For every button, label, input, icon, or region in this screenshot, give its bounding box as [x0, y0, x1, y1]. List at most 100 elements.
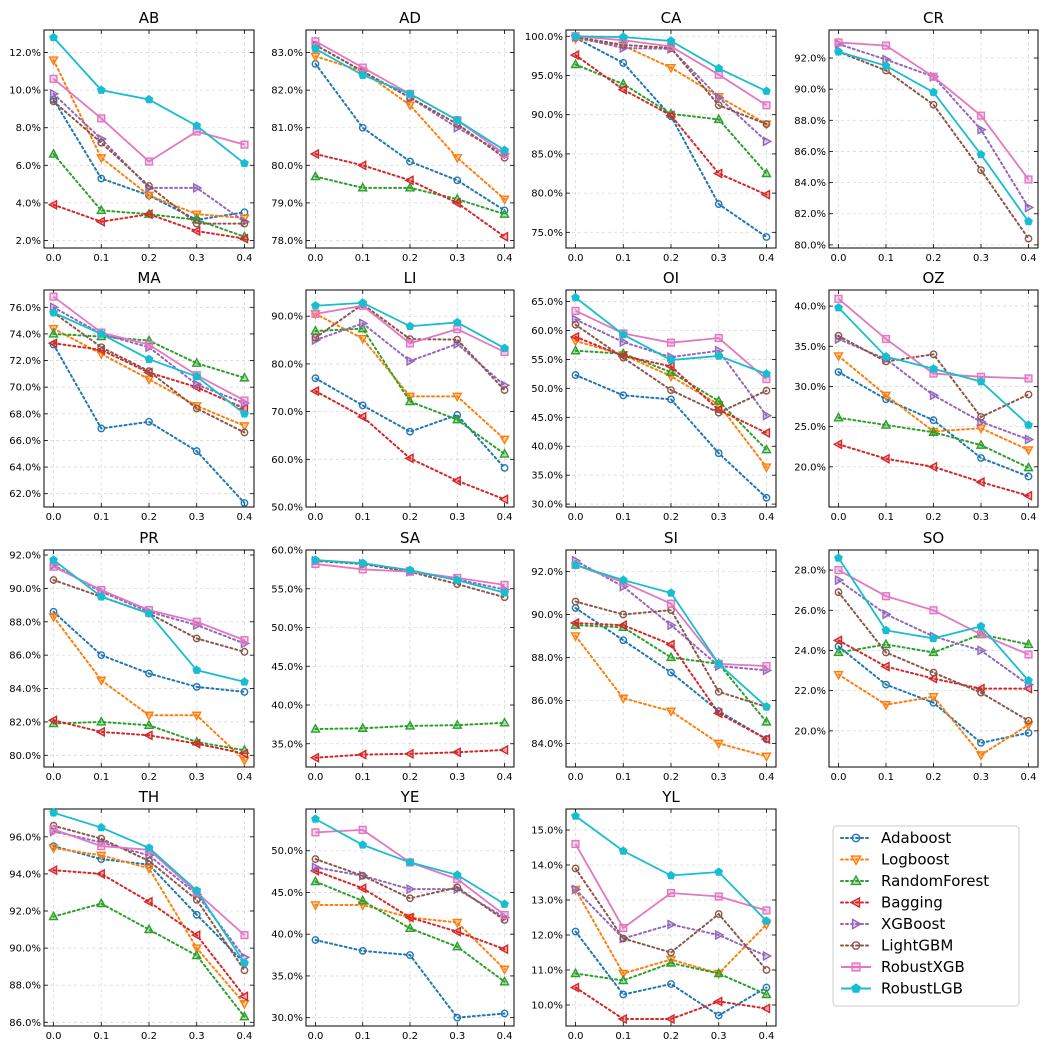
data-point	[452, 940, 463, 951]
series-line	[314, 322, 506, 387]
data-point	[618, 575, 628, 584]
x-tick-label: 0.4	[497, 512, 513, 523]
series-line	[52, 559, 245, 683]
series-line	[52, 343, 246, 505]
data-point	[356, 883, 367, 894]
y-tick-label: 35.0%	[271, 971, 303, 982]
data-point	[97, 114, 106, 123]
data-point	[762, 906, 771, 915]
y-tick-label: 40.0%	[794, 302, 826, 313]
data-point	[1024, 434, 1035, 445]
data-point	[47, 715, 58, 726]
y-tick-label: 90.0%	[9, 584, 41, 595]
data-point	[452, 115, 462, 124]
x-tick-label: 0.0	[568, 772, 584, 783]
data-point	[1024, 675, 1033, 685]
legend-label: RobustXGB	[881, 958, 965, 976]
series-line	[52, 869, 246, 998]
x-tick-label: 0.0	[46, 512, 62, 523]
y-tick-label: 22.0%	[794, 686, 826, 697]
panel-title: SO	[923, 529, 944, 547]
data-point	[143, 719, 155, 729]
series-adaboost	[311, 374, 509, 472]
series-adaboost	[571, 371, 771, 502]
y-tick-label: 24.0%	[794, 646, 826, 657]
series-adaboost	[571, 927, 771, 1020]
panel-title: AB	[139, 9, 160, 27]
data-point	[929, 72, 938, 81]
series-line	[314, 153, 506, 238]
x-tick-label: 0.2	[663, 772, 679, 783]
series-robustxgb	[49, 74, 249, 166]
series-lightgbm	[311, 855, 509, 924]
data-point	[500, 1009, 509, 1018]
data-point	[97, 174, 106, 183]
x-tick-label: 0.3	[449, 1031, 465, 1042]
panel-title: CA	[661, 9, 682, 27]
data-point	[406, 883, 416, 895]
data-point	[240, 409, 249, 418]
data-point	[712, 996, 723, 1007]
data-point	[762, 369, 771, 378]
data-point	[311, 44, 320, 53]
data-point	[95, 216, 105, 227]
data-point	[880, 661, 890, 672]
legend-label: Bagging	[881, 894, 943, 912]
x-tick-label: 0.3	[973, 253, 989, 264]
data-point	[500, 206, 509, 215]
series-line	[837, 298, 1029, 380]
series-line	[837, 50, 1030, 240]
data-point	[357, 722, 368, 732]
y-tick-label: 80.0%	[794, 240, 826, 251]
panel-so: SO 0.0 0.1 0.2 0.3 0.4 20.0% 22.0% 24.0% 26.0% 28.…	[794, 529, 1039, 783]
data-point	[714, 333, 723, 343]
y-tick-label: 35.0%	[531, 471, 563, 482]
data-point	[569, 49, 580, 61]
data-point	[834, 588, 843, 597]
data-point	[666, 36, 676, 45]
y-tick-label: 12.0%	[9, 48, 41, 59]
data-point	[453, 883, 462, 892]
data-point	[238, 233, 249, 244]
panel-title: SA	[400, 529, 421, 547]
data-point	[191, 944, 202, 954]
data-point	[714, 70, 723, 79]
data-point	[356, 411, 367, 423]
data-point	[881, 625, 891, 635]
panel-title: SI	[664, 529, 678, 547]
series-bagging	[569, 49, 771, 200]
data-point	[881, 61, 891, 70]
data-point	[762, 410, 773, 421]
x-tick-label: 0.4	[1021, 253, 1037, 264]
data-point	[761, 167, 772, 178]
x-tick-label: 0.0	[831, 253, 847, 264]
legend-item-randomforest: RandomForest	[840, 872, 989, 890]
legend-item-logboost: Logboost	[840, 851, 949, 869]
series-line	[574, 559, 768, 672]
y-tick-label: 13.0%	[531, 896, 563, 907]
data-point	[666, 870, 676, 880]
data-point	[1024, 202, 1035, 213]
panel-title: OI	[663, 269, 679, 287]
data-point	[404, 748, 414, 760]
y-tick-label: 78.0%	[271, 236, 303, 247]
series-line	[574, 607, 768, 741]
panel-ma: MA 0.0 0.1 0.2 0.3 0.4 62.0% 64.0% 66.0% 68.0% 70.…	[9, 269, 255, 523]
data-point	[975, 424, 987, 434]
data-point	[311, 333, 320, 342]
y-tick-label: 92.0%	[531, 567, 563, 578]
data-point	[929, 633, 938, 643]
series-line	[52, 311, 246, 434]
series-xgboost	[834, 574, 1035, 690]
data-point	[715, 92, 725, 103]
data-point	[714, 910, 723, 918]
data-point	[311, 855, 320, 863]
data-point	[882, 680, 890, 689]
data-point	[143, 923, 155, 934]
data-point	[48, 56, 59, 66]
data-point	[240, 396, 249, 405]
data-point	[49, 607, 58, 616]
data-point	[619, 990, 628, 999]
series-line	[315, 828, 506, 916]
data-point	[453, 338, 464, 350]
